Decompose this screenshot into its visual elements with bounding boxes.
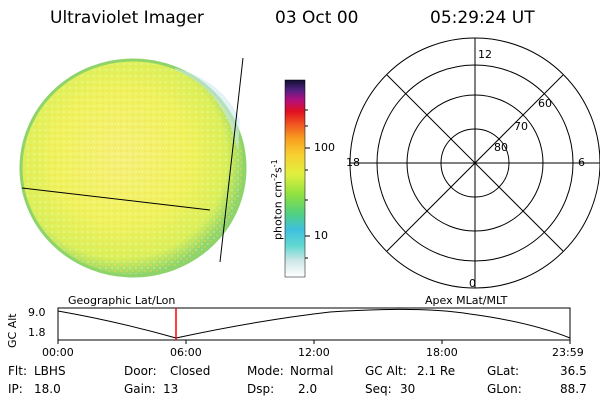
gain-label: Gain: xyxy=(124,382,156,396)
mlt-6-label: 6 xyxy=(578,156,585,169)
glat-label: GLat: xyxy=(487,364,520,378)
geo-boundary-line xyxy=(21,187,211,211)
lat-60-label: 60 xyxy=(538,97,552,110)
gain-value: 13 xyxy=(163,382,179,396)
colorbar-tick-10: 10 xyxy=(314,229,328,242)
mode-label: Mode: xyxy=(247,364,284,378)
door-label: Door: xyxy=(124,364,157,378)
y-tick-top: 9.0 xyxy=(28,306,46,319)
dsp-value: 2.0 xyxy=(298,382,318,396)
date-label: 03 Oct 00 xyxy=(275,8,359,28)
colorbar xyxy=(284,79,310,278)
mlt-12-label: 12 xyxy=(478,48,492,61)
seq-label: Seq: xyxy=(365,382,392,396)
geo-latlon-title: Geographic Lat/Lon xyxy=(68,294,176,307)
seq-value: 30 xyxy=(400,382,416,396)
lat-70-label: 70 xyxy=(514,120,528,133)
x-tick-2359: 23:59 xyxy=(552,346,584,359)
filter-value: LBHS xyxy=(34,364,66,378)
lat-80-label: 80 xyxy=(494,141,508,154)
terminator-line xyxy=(219,57,244,263)
ip-value: 18.0 xyxy=(34,382,61,396)
colorbar-tick-100: 100 xyxy=(314,141,335,154)
gc-alt-axis-label: GC Alt xyxy=(6,313,19,348)
altitude-plot xyxy=(57,307,571,344)
gc-alt-value: 2.1 Re xyxy=(417,364,456,378)
mode-value: Normal xyxy=(290,364,334,378)
x-tick-0000: 00:00 xyxy=(42,346,74,359)
x-tick-1200: 12:00 xyxy=(298,346,330,359)
filter-label: Flt: xyxy=(8,364,27,378)
glon-value: 88.7 xyxy=(560,382,587,396)
glon-label: GLon: xyxy=(487,382,522,396)
glat-value: 36.5 xyxy=(560,364,587,378)
mlt-18-label: 18 xyxy=(346,156,360,169)
time-label: 05:29:24 UT xyxy=(430,8,535,28)
instrument-title: Ultraviolet Imager xyxy=(50,8,204,28)
door-value: Closed xyxy=(170,364,211,378)
colorbar-unit-label: photon cm-2s-1 xyxy=(270,159,285,240)
polar-plot xyxy=(349,37,600,289)
x-tick-0600: 06:00 xyxy=(170,346,202,359)
x-tick-1800: 18:00 xyxy=(426,346,458,359)
y-tick-bottom: 1.8 xyxy=(28,326,46,339)
mlt-0-label: 0 xyxy=(469,277,476,290)
gc-alt-label: GC Alt: xyxy=(365,364,407,378)
uv-image-disk xyxy=(19,57,247,278)
apex-mlat-title: Apex MLat/MLT xyxy=(425,294,508,307)
dsp-label: Dsp: xyxy=(247,382,275,396)
ip-label: IP: xyxy=(8,382,23,396)
